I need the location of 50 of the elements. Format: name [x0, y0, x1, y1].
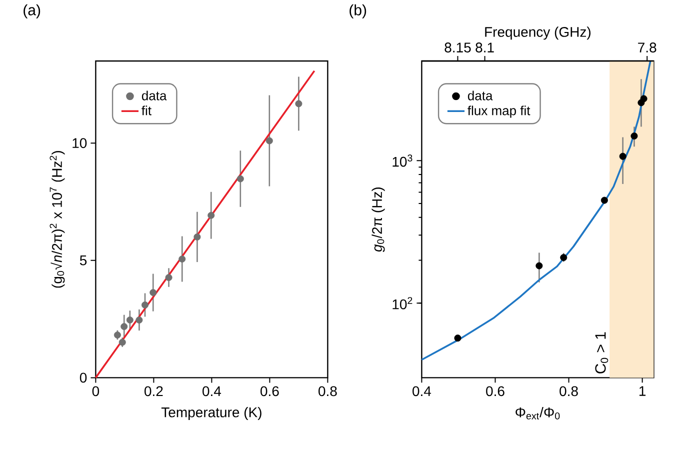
text: (g$_{0}$√n/2π)$^{2}$ x 10$^{7}$ (Hz$^{2}$) [50, 151, 65, 288]
x-tick-label: 0.8 [560, 386, 578, 396]
x-tick-label: 0.6 [486, 386, 504, 396]
x-tick-label: 0 [92, 386, 100, 396]
point [208, 212, 215, 219]
point [560, 254, 568, 262]
point [141, 301, 148, 308]
y-tick-label: 5 [80, 256, 87, 266]
y-tick-label: 0 [80, 372, 87, 383]
point [236, 175, 244, 182]
legend-label: flux map fit [468, 106, 530, 118]
x-tick-label: 0.8 [318, 386, 337, 396]
y-axis-title: g$_{0}$/2π (Hz) [372, 188, 385, 252]
x-axis-title: Temperature (K) [161, 407, 262, 420]
point [619, 152, 626, 160]
x2-tick-label: 8.15 [444, 42, 471, 52]
point [120, 323, 128, 330]
point [178, 255, 186, 262]
point [136, 316, 143, 324]
text: (b) [350, 4, 366, 18]
point [536, 262, 543, 270]
x-tick-label: 0.6 [260, 386, 279, 396]
point [266, 137, 273, 144]
point [640, 95, 648, 102]
y-tick-label: 10$^{2}$ [392, 297, 412, 310]
point [194, 233, 201, 240]
x-axis-title: Φ$_{ext}$/Φ$_{0}$ [516, 407, 560, 420]
y-tick-label: 10 [72, 138, 87, 148]
point [630, 132, 638, 140]
text: (a) [24, 4, 40, 18]
band-label: C$_{0}$ > 1 [595, 332, 608, 374]
point [126, 316, 134, 324]
x2-axis-title: Frequency (GHz) [485, 26, 590, 40]
legend-label: fit [142, 106, 152, 116]
x2-tick-label: 7.8 [638, 42, 656, 52]
y-tick-label: 10$^{3}$ [392, 154, 412, 167]
legend-label: data [142, 90, 167, 100]
point [600, 196, 608, 204]
point [165, 274, 172, 282]
x2-tick-label: 8.1 [476, 42, 494, 52]
x-tick-label: 0.4 [202, 386, 222, 396]
x-tick-label: 0.4 [412, 386, 432, 396]
point [150, 289, 157, 296]
legend-label: data [468, 90, 493, 100]
point [114, 332, 121, 339]
point [454, 334, 462, 342]
point [295, 100, 302, 108]
x-tick-label: 1 [639, 386, 646, 396]
x-tick-label: 0.2 [144, 386, 163, 396]
line-series [420, 60, 652, 361]
